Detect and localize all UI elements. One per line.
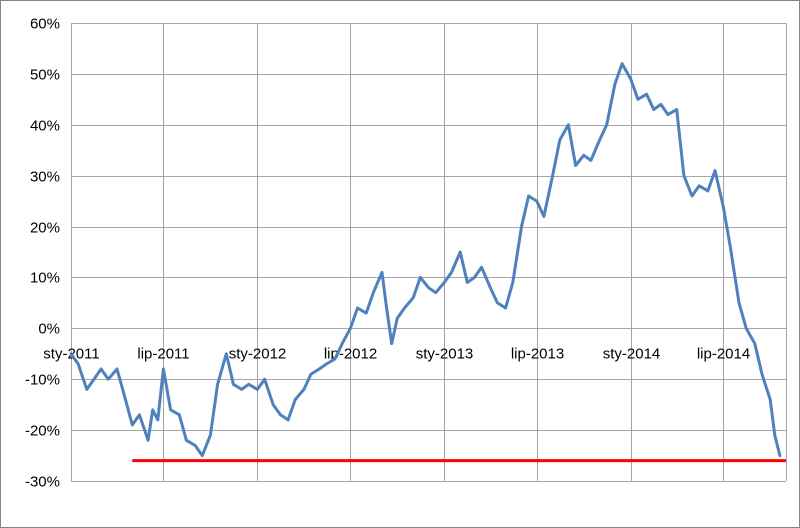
grid — [71, 23, 787, 482]
x-tick-label: sty-2012 — [229, 345, 287, 362]
x-tick-label: lip-2014 — [697, 345, 750, 362]
series-layer — [69, 62, 782, 458]
x-tick-label: lip-2011 — [137, 345, 189, 362]
y-tick-label: 50% — [30, 67, 60, 84]
x-tick-label: sty-2013 — [416, 345, 474, 362]
y-tick-label: 20% — [30, 220, 60, 237]
series-line — [69, 62, 782, 458]
y-tick-label: 40% — [30, 118, 60, 135]
y-tick-label: 0% — [38, 321, 60, 338]
y-tick-label: -10% — [25, 372, 60, 389]
y-tick-label: 10% — [30, 270, 60, 287]
y-tick-label: 30% — [30, 169, 60, 186]
x-axis-ticks: sty-2011 lip-2011 sty-2012 lip-2012 sty-2013… — [43, 345, 750, 362]
y-axis-ticks: 60% 50% 40% 30% 20% 10% 0% -10% -20% -30% — [25, 16, 60, 491]
y-tick-label: -30% — [25, 474, 60, 491]
y-tick-label: -20% — [25, 423, 60, 440]
x-tick-label: lip-2013 — [511, 345, 564, 362]
y-tick-label: 60% — [30, 16, 60, 33]
x-tick-label: lip-2012 — [324, 345, 377, 362]
x-tick-label: sty-2014 — [603, 345, 661, 362]
